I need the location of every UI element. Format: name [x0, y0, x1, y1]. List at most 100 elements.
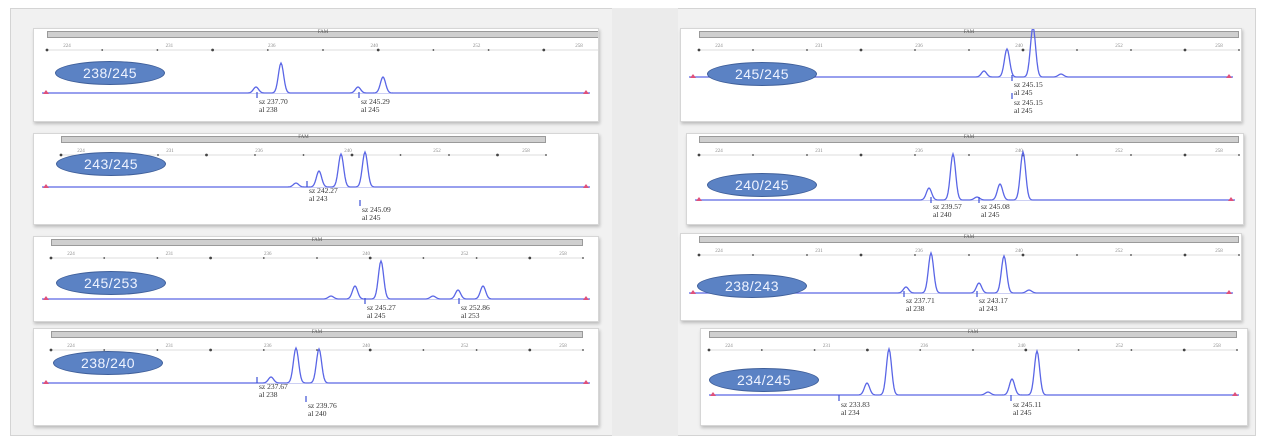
electropherogram-panel: FAM 224 231 236 240 252 258 240/245 sz 239.57 al …	[686, 133, 1244, 225]
allele-label: sz 245.11 al 245	[1013, 401, 1041, 416]
electropherogram-panel: FAM 224 231 236 240 252 258 245/253 sz 245.27 al …	[33, 236, 599, 322]
baseline-marker	[43, 380, 49, 384]
axis-tick-label: 231	[815, 44, 823, 49]
dye-channel-title: FAM	[967, 330, 979, 335]
allele-call: al 238	[906, 303, 925, 313]
allele-call: al 245	[1014, 105, 1033, 115]
allele-call: al 238	[259, 104, 278, 114]
axis-tick-mark	[914, 154, 916, 156]
allele-call: al 245	[361, 104, 380, 114]
baseline-marker	[583, 184, 589, 188]
dye-channel-bar: FAM	[699, 135, 1239, 143]
axis-tick-mark	[475, 257, 478, 259]
axis-tick-mark	[156, 257, 159, 259]
axis-tick-label: 231	[166, 252, 174, 257]
dye-channel-bar: FAM	[699, 235, 1239, 243]
axis-tick-label: 258	[522, 149, 530, 154]
baseline-marker	[1226, 74, 1232, 78]
allele-label: sz 239.76 al 240	[308, 402, 337, 417]
allele-label: sz 245.15 al 245	[1014, 99, 1043, 114]
axis-tick-label: 258	[559, 344, 567, 349]
axis-tick-label: 224	[715, 249, 723, 254]
axis-tick-mark	[968, 49, 970, 51]
allele-call: al 253	[461, 310, 480, 320]
axis-tick-mark	[545, 154, 547, 156]
axis-tick-label: 236	[920, 344, 928, 349]
axis-tick-label: 224	[63, 44, 71, 49]
allele-call: al 243	[979, 303, 998, 313]
dye-channel-title: FAM	[311, 330, 323, 335]
axis-tick-label: 236	[915, 249, 923, 254]
fluorescence-trace	[695, 149, 1235, 201]
axis-tick-mark	[376, 48, 380, 52]
axis-tick-label: 236	[915, 44, 923, 49]
axis-tick-mark	[752, 49, 754, 51]
axis-tick-label: 258	[1215, 44, 1223, 49]
axis-tick-mark	[266, 49, 269, 51]
axis-tick-label: 252	[1115, 149, 1123, 154]
axis-tick-mark	[1130, 254, 1132, 256]
dye-channel-title: FAM	[311, 238, 323, 243]
allele-size: sz 245.09	[362, 205, 391, 214]
axis-tick-mark	[806, 49, 808, 51]
electropherogram-panel: FAM 224 231 236 240 252 258 238/240 sz 237.67 al …	[33, 328, 599, 426]
axis-tick-label: 224	[725, 344, 733, 349]
baseline-marker	[710, 392, 716, 396]
axis-tick-mark	[254, 154, 256, 156]
axis-tick-mark	[806, 154, 808, 156]
electropherogram-panel: FAM 224 231 236 240 252 258 243/245 sz 242.27 al …	[33, 133, 599, 225]
axis-tick-label: 224	[67, 344, 75, 349]
axis-tick-mark	[813, 349, 816, 351]
dye-channel-bar: FAM	[51, 330, 583, 338]
baseline-marker	[43, 184, 49, 188]
axis-tick-mark	[972, 349, 974, 351]
axis-tick-mark	[806, 254, 808, 256]
baseline-marker	[583, 296, 589, 300]
allele-call: al 245	[1014, 87, 1033, 97]
allele-size: sz 242.27	[309, 186, 338, 195]
dye-channel-bar: FAM	[699, 30, 1239, 38]
axis-tick-mark	[1238, 254, 1240, 256]
axis-tick-mark	[582, 349, 584, 351]
axis-tick-mark	[1182, 348, 1186, 352]
allele-call: al 238	[259, 389, 278, 399]
axis-tick-mark	[1130, 49, 1132, 51]
axis-tick-mark	[707, 348, 711, 352]
allele-size: sz 245.29	[361, 97, 390, 106]
axis-tick-label: 240	[362, 344, 370, 349]
genotype-badge: 238/240	[53, 351, 163, 375]
dye-channel-title: FAM	[963, 135, 975, 140]
axis-tick-mark	[49, 348, 53, 352]
axis-tick-label: 252	[473, 44, 481, 49]
axis-tick-mark	[1077, 349, 1080, 351]
axis-tick-mark	[1183, 253, 1187, 257]
axis-tick-mark	[859, 153, 863, 157]
allele-call: al 245	[981, 209, 1000, 219]
axis-tick-mark	[1076, 254, 1078, 256]
axis-tick-mark	[422, 349, 425, 351]
axis-tick-mark	[1076, 154, 1078, 156]
axis-tick-label: 240	[1015, 44, 1023, 49]
axis-tick-label: 224	[77, 149, 85, 154]
genotype-badge: 238/245	[55, 61, 165, 85]
axis-tick-mark	[103, 257, 106, 259]
axis-tick-label: 240	[344, 149, 352, 154]
axis-tick-label: 224	[715, 149, 723, 154]
axis-tick-mark	[697, 153, 701, 157]
axis-tick-mark	[45, 48, 49, 52]
dye-channel-bar: FAM	[51, 238, 583, 246]
axis-tick-mark	[582, 257, 584, 259]
axis-tick-mark	[262, 257, 265, 259]
baseline-marker	[43, 90, 49, 94]
dye-channel-bar: FAM	[47, 30, 598, 38]
electropherogram-panel: FAM 224 231 236 240 252 258 238/245 sz 237.70 al …	[33, 28, 599, 122]
axis-tick-mark	[209, 348, 213, 352]
allele-size: sz 237.70	[259, 97, 288, 106]
axis-tick-label: 231	[815, 149, 823, 154]
allele-size: sz 239.76	[308, 401, 337, 410]
allele-size: sz 237.67	[259, 382, 288, 391]
axis-tick-label: 252	[433, 149, 441, 154]
axis-tick-label: 258	[1215, 249, 1223, 254]
axis-tick-mark	[760, 349, 763, 351]
allele-label: sz 245.27 al 245	[367, 304, 396, 319]
